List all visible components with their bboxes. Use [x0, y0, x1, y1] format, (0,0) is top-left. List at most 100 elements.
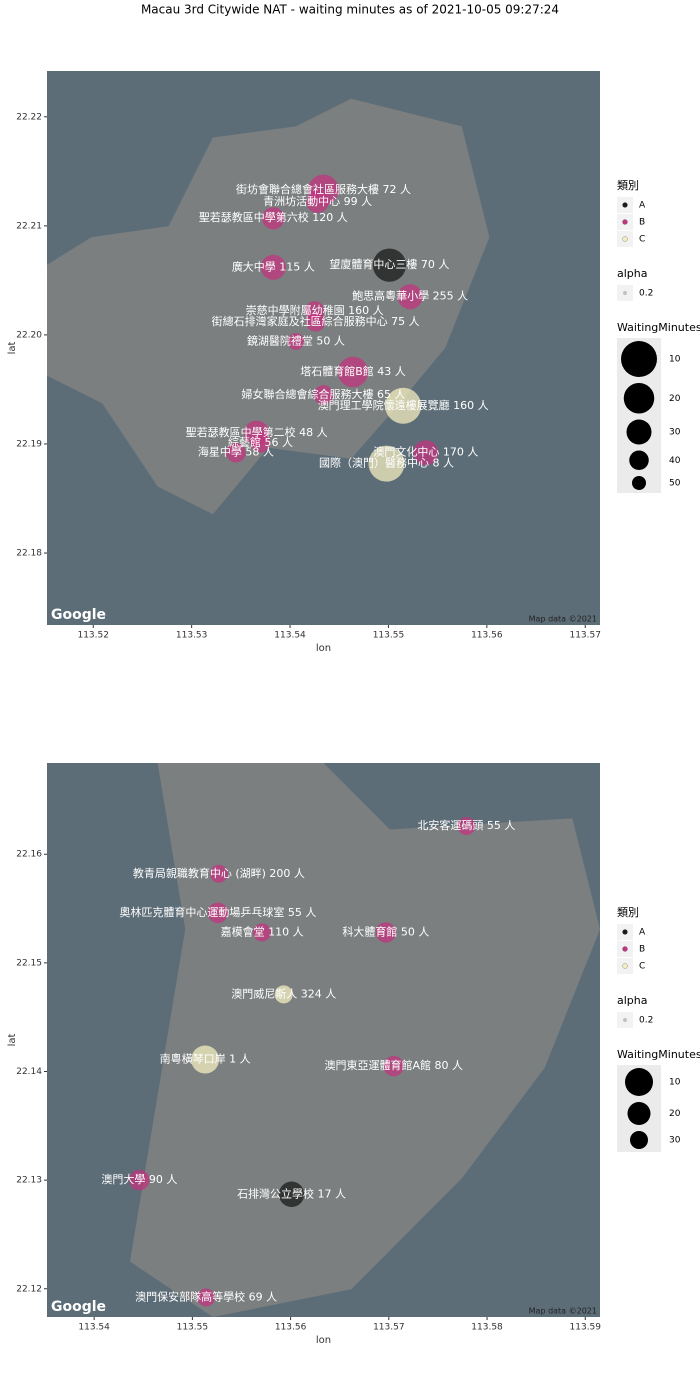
map-attribution: Google [51, 1299, 106, 1315]
y-tick-label: 22.14 [16, 1067, 42, 1077]
legend-label: C [639, 962, 645, 972]
y-tick-label: 22.16 [16, 850, 42, 860]
x-tick-label: 113.54 [274, 631, 306, 641]
point-label: 澳門威尼斯人 324 人 [231, 987, 336, 1000]
legend-swatch [622, 236, 628, 242]
point-label: 望廈體育中心三樓 70 人 [329, 257, 449, 271]
point [337, 356, 369, 388]
legend-swatch [622, 219, 628, 225]
legend-title: WaitingMinutes [617, 321, 700, 334]
legend-label: A [639, 928, 646, 938]
point-label: 澳門東亞運體育館A館 80 人 [324, 1058, 463, 1072]
point-label: 廣大中學 115 人 [232, 259, 315, 273]
x-tick-label: 113.56 [275, 1323, 307, 1333]
point-label: 科大體育館 50 人 [342, 924, 429, 938]
point [207, 902, 229, 924]
point-label: 澳門理工學院懷遠樓展覽廳 160 人 [318, 398, 489, 412]
legend-size-key [632, 476, 646, 490]
point [191, 1045, 220, 1074]
y-tick-label: 22.19 [16, 439, 42, 449]
x-tick-label: 113.53 [176, 631, 208, 641]
point [306, 190, 329, 213]
point-label: 澳門文化中心 170 人 [373, 445, 478, 459]
x-axis-label: lon [316, 643, 331, 654]
point [253, 923, 272, 942]
x-tick-label: 113.55 [373, 631, 405, 641]
point-label: 街總石排灣家庭及社區綜合服務中心 75 人 [212, 314, 420, 328]
legend-size-key [626, 419, 652, 445]
point [457, 817, 476, 836]
point [413, 440, 439, 466]
legend-swatch [622, 929, 628, 935]
legend-label: 40 [669, 456, 681, 466]
legend-title: alpha [617, 267, 648, 280]
legend-size-key [623, 383, 655, 414]
legend-label: 30 [669, 1136, 681, 1146]
legend-key-bg [617, 1012, 633, 1028]
point [209, 864, 228, 883]
legend-label: 50 [669, 479, 681, 489]
legend-size-key [625, 1068, 653, 1096]
point [368, 445, 405, 482]
legend-label: 0.2 [639, 1016, 653, 1026]
x-axis-label: lon [316, 1335, 331, 1346]
point-label: 海星中學 58 人 [198, 445, 274, 459]
legend-label: B [639, 218, 645, 228]
legend-swatch [622, 963, 628, 969]
point-label: 鮑思高粵華小學 255 人 [352, 289, 468, 303]
point-label: 綜藝館 56 人 [228, 435, 293, 449]
point-label: 澳門保安部隊高等學校 69 人 [135, 1289, 277, 1303]
y-tick-label: 22.22 [16, 112, 42, 122]
point [129, 1169, 150, 1191]
y-tick-label: 22.15 [16, 958, 42, 968]
point-label: 北安客運碼頭 55 人 [417, 818, 515, 832]
y-axis-label: lat [7, 1034, 18, 1047]
y-axis-label: lat [7, 342, 18, 355]
legend-size-key [630, 1131, 648, 1149]
legend-title: 類別 [617, 906, 639, 919]
point [383, 1055, 404, 1077]
point-label: 澳門大學 90 人 [101, 1172, 177, 1186]
point [278, 1181, 305, 1208]
x-tick-label: 113.56 [471, 631, 503, 641]
point-label: 鏡湖醫院禮堂 50 人 [247, 333, 345, 347]
point-label: 聖若瑟教區中學第二校 48 人 [186, 425, 328, 439]
legend-label: C [639, 235, 645, 245]
point [250, 433, 271, 453]
map-attribution: Google [51, 607, 106, 623]
legend-label: 20 [669, 394, 681, 404]
legend-label: 20 [669, 1109, 681, 1119]
page-title: Macau 3rd Citywide NAT - waiting minutes… [141, 3, 559, 17]
point [226, 442, 246, 463]
point-label: 崇慈中學附屬幼稚園 160 人 [246, 303, 384, 317]
y-tick-label: 22.18 [16, 549, 42, 559]
map-attribution: Map data ©2021 [529, 1307, 597, 1316]
point-label: 婦女聯合總會綜合服務大樓 65 人 [242, 387, 406, 401]
point-label: 塔石體育館B館 43 人 [300, 364, 406, 378]
point-label: 聖若瑟教區中學第六校 120 人 [199, 210, 348, 224]
point [274, 985, 293, 1004]
legend-key-bg [617, 285, 633, 301]
x-tick-label: 113.57 [373, 1323, 405, 1333]
x-tick-label: 113.58 [471, 1323, 503, 1333]
legend-label: B [639, 945, 645, 955]
legend-label: 0.2 [639, 289, 653, 299]
point-label: 青洲坊活動中心 99 人 [263, 194, 372, 208]
legend-label: 10 [669, 1078, 681, 1088]
point [375, 922, 397, 943]
point-label: 嘉模會堂 110 人 [221, 924, 304, 938]
point-label: 奧林匹克體育中心運動場乒乓球室 55 人 [119, 905, 316, 919]
point [385, 387, 422, 424]
legend-size-key [627, 1102, 651, 1125]
point-label: 南粵橫琴口岸 1 人 [160, 1052, 251, 1066]
legend-swatch [622, 202, 628, 208]
x-tick-label: 113.59 [570, 1323, 602, 1333]
y-tick-label: 22.13 [16, 1176, 42, 1186]
legend-size-key [629, 450, 649, 470]
point [287, 333, 305, 350]
legend-title: alpha [617, 994, 648, 1007]
point [197, 1288, 216, 1307]
x-tick-label: 113.52 [77, 631, 109, 641]
legend-title: WaitingMinutes [617, 1048, 700, 1061]
